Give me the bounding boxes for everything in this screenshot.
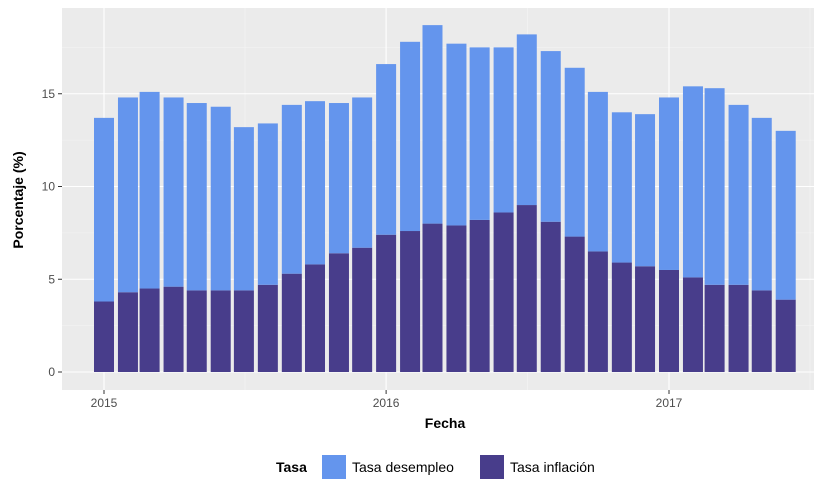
legend-label-desempleo: Tasa desempleo [352, 459, 454, 475]
bar-desempleo [704, 88, 725, 285]
bar-desempleo [540, 51, 561, 222]
x-axis-title: Fecha [425, 415, 466, 431]
bar-inflacion [659, 269, 679, 372]
bar-desempleo [659, 97, 679, 270]
bar-inflacion [305, 264, 326, 372]
y-axis-title: Porcentaje (%) [10, 151, 26, 248]
legend-swatch-inflacion [480, 455, 504, 479]
bar-desempleo [611, 112, 632, 263]
y-tick-label: 5 [48, 272, 55, 286]
x-axis: 2015 2016 2017 [91, 390, 683, 410]
x-tick-label: 2015 [91, 396, 118, 410]
bars [94, 25, 796, 372]
bar-desempleo [446, 43, 467, 226]
bar-inflacion [139, 288, 160, 372]
bar-desempleo [257, 123, 278, 285]
bar-inflacion [540, 221, 561, 372]
bar-desempleo [328, 103, 349, 254]
bar-desempleo [352, 97, 373, 248]
legend-label-inflacion: Tasa inflación [510, 459, 595, 475]
y-axis: 0 5 10 15 [42, 87, 62, 379]
bar-desempleo [117, 97, 138, 293]
bar-inflacion [493, 212, 514, 372]
bar-desempleo [376, 64, 397, 235]
bar-desempleo [516, 34, 537, 206]
bar-desempleo [139, 91, 160, 289]
bar-inflacion [587, 251, 608, 372]
bar-desempleo [210, 106, 231, 291]
bar-inflacion [376, 234, 397, 372]
bar-inflacion [257, 284, 278, 372]
legend-swatch-desempleo [322, 455, 346, 479]
bar-inflacion [516, 205, 537, 372]
bar-desempleo [751, 117, 772, 291]
x-tick-label: 2016 [373, 396, 400, 410]
bar-inflacion [233, 290, 254, 372]
bar-inflacion [210, 290, 231, 372]
bar-desempleo [305, 101, 326, 265]
bar-desempleo [400, 41, 421, 232]
bar-desempleo [775, 130, 796, 300]
bar-desempleo [682, 86, 703, 278]
bar-desempleo [163, 97, 184, 287]
bar-inflacion [446, 225, 467, 372]
bar-inflacion [422, 223, 443, 372]
bar-inflacion [352, 247, 373, 372]
bar-inflacion [328, 253, 349, 372]
y-tick-label: 0 [48, 365, 55, 379]
legend: Tasa Tasa desempleo Tasa inflación [276, 455, 595, 479]
bar-desempleo [94, 117, 114, 302]
bar-inflacion [682, 277, 703, 372]
legend-title: Tasa [276, 459, 307, 475]
bar-inflacion [775, 299, 796, 372]
bar-inflacion [117, 292, 138, 372]
bar-inflacion [94, 301, 114, 372]
bar-inflacion [469, 219, 490, 372]
bar-desempleo [635, 114, 656, 267]
bar-desempleo [493, 47, 514, 213]
bar-desempleo [564, 67, 585, 237]
bar-inflacion [400, 231, 421, 372]
x-tick-label: 2017 [656, 396, 683, 410]
bar-inflacion [281, 273, 302, 372]
bar-inflacion [751, 290, 772, 372]
bar-desempleo [469, 47, 490, 220]
bar-desempleo [233, 127, 254, 291]
bar-desempleo [281, 104, 302, 274]
y-tick-label: 10 [42, 180, 56, 194]
bar-desempleo [728, 104, 749, 285]
bar-inflacion [186, 290, 207, 372]
bar-desempleo [186, 103, 207, 291]
bar-desempleo [587, 91, 608, 252]
bar-inflacion [611, 262, 632, 372]
bar-inflacion [635, 266, 656, 372]
bar-inflacion [704, 284, 725, 372]
bar-desempleo [422, 25, 443, 224]
y-tick-label: 15 [42, 87, 56, 101]
bar-inflacion [728, 284, 749, 372]
bar-inflacion [564, 236, 585, 372]
bar-inflacion [163, 286, 184, 372]
